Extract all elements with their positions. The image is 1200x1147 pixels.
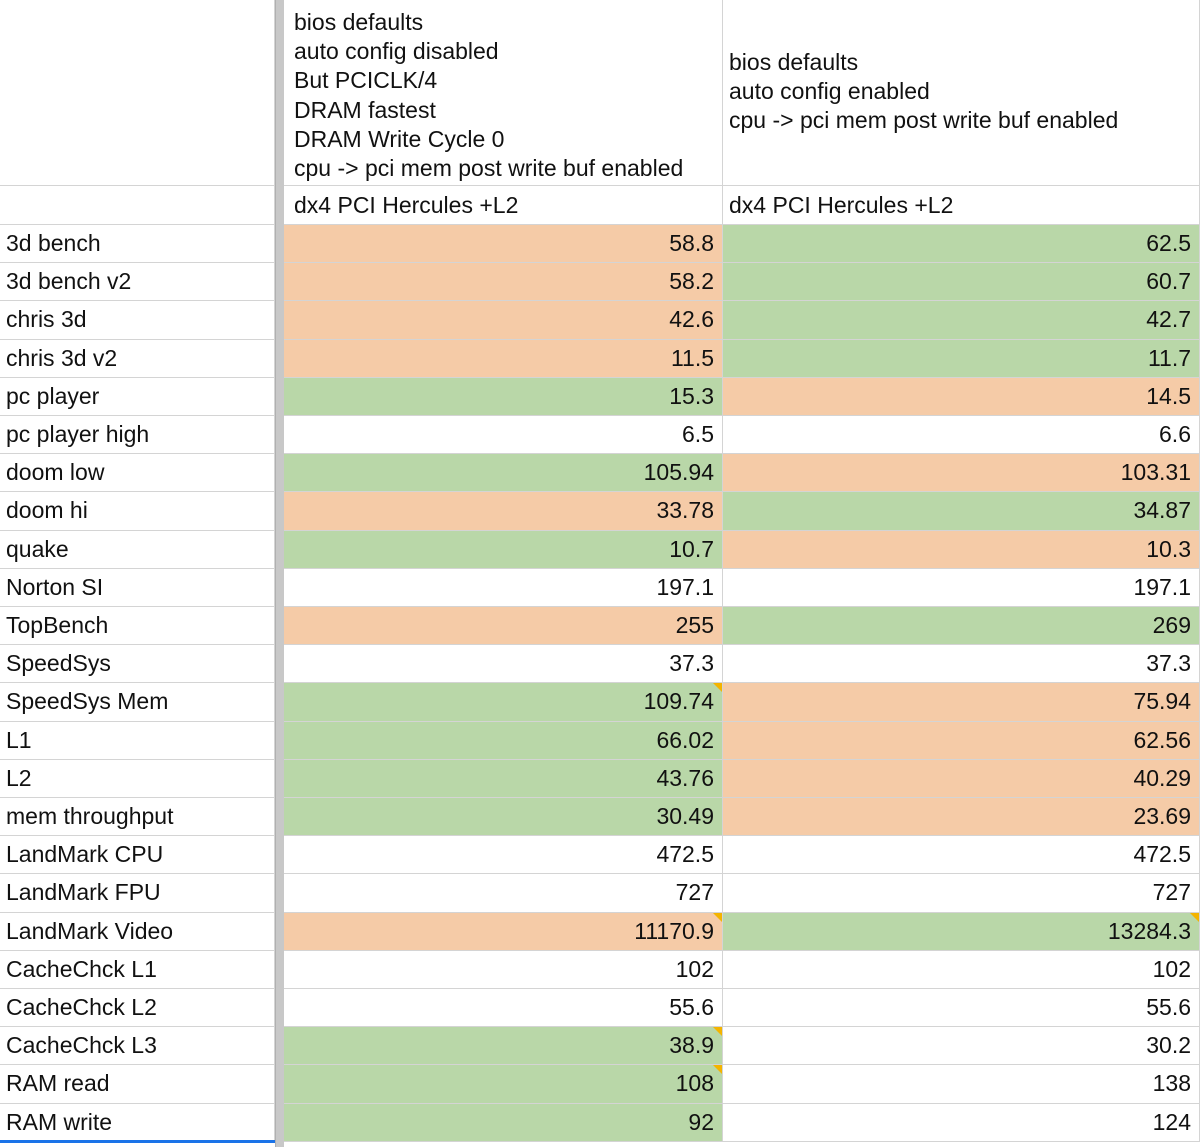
row-label[interactable]: quake: [0, 531, 275, 569]
value-cell-b[interactable]: 727: [723, 874, 1200, 913]
header-line: bios defaults: [729, 49, 859, 75]
row-label[interactable]: Norton SI: [0, 569, 275, 607]
row-label[interactable]: RAM write: [0, 1104, 275, 1142]
value-cell-b[interactable]: 10.3: [723, 531, 1200, 569]
value-cell-a[interactable]: 43.76: [284, 760, 723, 798]
value-cell-a[interactable]: 55.6: [284, 989, 723, 1027]
comment-indicator-icon[interactable]: [1190, 913, 1199, 922]
header-line: bios defaults: [294, 9, 424, 35]
value-cell-b[interactable]: 37.3: [723, 645, 1200, 683]
value-cell-b[interactable]: 40.29: [723, 760, 1200, 798]
value-cell-b[interactable]: 103.31: [723, 454, 1200, 492]
value-cell-a[interactable]: 472.5: [284, 836, 723, 874]
comment-indicator-icon[interactable]: [713, 913, 722, 922]
value-cell-a[interactable]: 30.49: [284, 798, 723, 836]
header-line: auto config disabled: [294, 38, 499, 65]
value-cell-b[interactable]: 11.7: [723, 340, 1200, 378]
header-line: But PCICLK/4: [294, 67, 438, 94]
value-cell-a[interactable]: 58.2: [284, 263, 723, 301]
value-cell-a[interactable]: 255: [284, 607, 723, 645]
row-label[interactable]: doom low: [0, 454, 275, 492]
value-cell-a[interactable]: 6.5: [284, 416, 723, 454]
row-label[interactable]: pc player high: [0, 416, 275, 454]
value-cell-b[interactable]: 42.7: [723, 301, 1200, 340]
value-cell-b[interactable]: 23.69: [723, 798, 1200, 836]
value-cell-a[interactable]: 11.5: [284, 340, 723, 378]
value-cell-b[interactable]: 102: [723, 951, 1200, 989]
value-cell-b[interactable]: 34.87: [723, 492, 1200, 531]
value-cell-b[interactable]: 13284.3: [723, 913, 1200, 951]
comment-indicator-icon[interactable]: [713, 1027, 722, 1036]
row-label[interactable]: TopBench: [0, 607, 275, 645]
value-cell-a[interactable]: 38.9: [284, 1027, 723, 1065]
column-b-header[interactable]: bios defaults auto config enabled cpu ->…: [723, 0, 1200, 186]
value-cell-b[interactable]: 6.6: [723, 416, 1200, 454]
value-cell-b[interactable]: 14.5: [723, 378, 1200, 416]
row-label[interactable]: CacheChck L3: [0, 1027, 275, 1065]
header-line: DRAM Write Cycle 0: [294, 125, 505, 152]
value-cell-a[interactable]: 197.1: [284, 569, 723, 607]
row-label[interactable]: SpeedSys: [0, 645, 275, 683]
value-cell-b[interactable]: 197.1: [723, 569, 1200, 607]
row-label[interactable]: L1: [0, 722, 275, 760]
value-cell-a[interactable]: 15.3: [284, 378, 723, 416]
value-cell-a[interactable]: 37.3: [284, 645, 723, 683]
value-cell-a[interactable]: 66.02: [284, 722, 723, 760]
row-label[interactable]: mem throughput: [0, 798, 275, 836]
column-a-subheader[interactable]: dx4 PCI Hercules +L2: [284, 186, 723, 225]
row-label[interactable]: RAM read: [0, 1065, 275, 1104]
value-cell-a[interactable]: 92: [284, 1104, 723, 1142]
row-label[interactable]: CacheChck L1: [0, 951, 275, 989]
value-cell-a[interactable]: 105.94: [284, 454, 723, 492]
row-label[interactable]: doom hi: [0, 492, 275, 531]
value-cell-b[interactable]: 60.7: [723, 263, 1200, 301]
value-cell-b[interactable]: 62.56: [723, 722, 1200, 760]
row-label[interactable]: 3d bench v2: [0, 263, 275, 301]
value-cell-b[interactable]: 75.94: [723, 683, 1200, 722]
corner-cell[interactable]: [0, 0, 275, 186]
row-label[interactable]: chris 3d: [0, 301, 275, 340]
value-cell-b[interactable]: 138: [723, 1065, 1200, 1104]
column-a-header[interactable]: bios defaults auto config disabled But P…: [284, 0, 723, 186]
row-label[interactable]: L2: [0, 760, 275, 798]
value-cell-a[interactable]: 58.8: [284, 225, 723, 263]
row-label[interactable]: LandMark Video: [0, 913, 275, 951]
comment-indicator-icon[interactable]: [713, 1065, 722, 1074]
value-cell-a[interactable]: 42.6: [284, 301, 723, 340]
header-line: cpu -> pci mem post write buf enabled: [294, 155, 684, 182]
value-cell-b[interactable]: 30.2: [723, 1027, 1200, 1065]
row-label[interactable]: LandMark FPU: [0, 874, 275, 913]
row-label[interactable]: chris 3d v2: [0, 340, 275, 378]
row-label[interactable]: CacheChck L2: [0, 989, 275, 1027]
column-b-subheader[interactable]: dx4 PCI Hercules +L2: [723, 186, 1200, 225]
value-cell-a[interactable]: 727: [284, 874, 723, 913]
value-cell-a[interactable]: 102: [284, 951, 723, 989]
header-line: auto config enabled: [729, 78, 930, 105]
comment-indicator-icon[interactable]: [713, 683, 722, 692]
row-label[interactable]: SpeedSys Mem: [0, 683, 275, 722]
value-cell-b[interactable]: 55.6: [723, 989, 1200, 1027]
header-line: cpu -> pci mem post write buf enabled: [729, 107, 1119, 134]
frozen-column-divider[interactable]: [275, 0, 284, 1147]
row-label[interactable]: 3d bench: [0, 225, 275, 263]
value-cell-b[interactable]: 62.5: [723, 225, 1200, 263]
value-cell-a[interactable]: 33.78: [284, 492, 723, 531]
header-line: DRAM fastest: [294, 96, 436, 123]
value-cell-b[interactable]: 124: [723, 1104, 1200, 1142]
value-cell-a[interactable]: 108: [284, 1065, 723, 1104]
row-label[interactable]: LandMark CPU: [0, 836, 275, 874]
value-cell-a[interactable]: 109.74: [284, 683, 723, 722]
value-cell-b[interactable]: 269: [723, 607, 1200, 645]
value-cell-a[interactable]: 11170.9: [284, 913, 723, 951]
value-cell-b[interactable]: 472.5: [723, 836, 1200, 874]
row-label[interactable]: pc player: [0, 378, 275, 416]
corner-subheader-cell[interactable]: [0, 186, 275, 225]
selected-cell-border: [0, 1140, 275, 1143]
value-cell-a[interactable]: 10.7: [284, 531, 723, 569]
